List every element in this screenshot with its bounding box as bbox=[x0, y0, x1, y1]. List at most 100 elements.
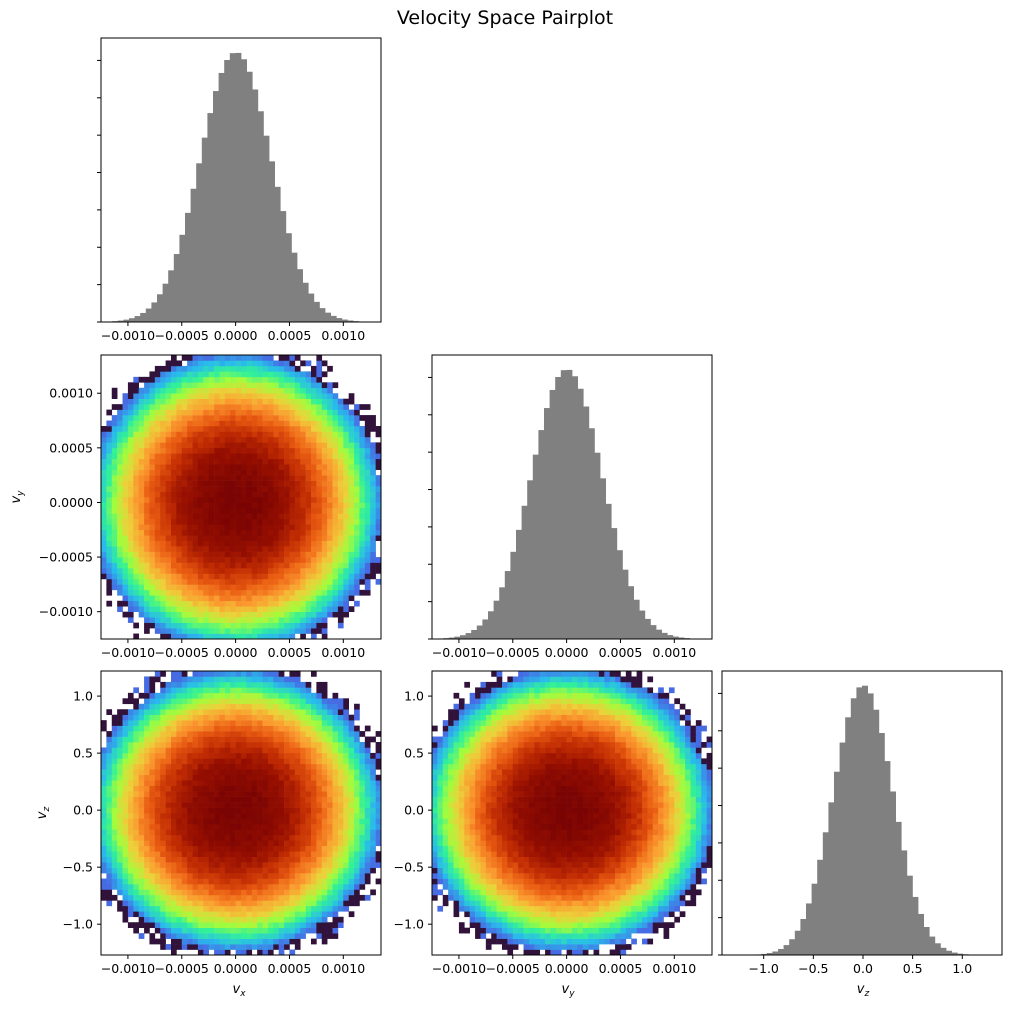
heatmap-vx-vy-cell bbox=[235, 431, 242, 438]
heatmap-vx-vz-cell bbox=[224, 851, 231, 857]
heatmap-vx-vy-cell bbox=[181, 595, 188, 602]
heatmap-vx-vz-cell bbox=[257, 714, 263, 721]
heatmap-vx-vy-cell bbox=[138, 387, 145, 394]
heatmap-vx-vy-cell bbox=[251, 420, 258, 427]
heatmap-vx-vz-cell bbox=[241, 698, 247, 705]
heatmap-vx-vz-cell bbox=[219, 884, 226, 890]
heatmap-vx-vz-cell bbox=[192, 687, 199, 694]
heatmap-vx-vz-cell bbox=[294, 742, 301, 748]
heatmap-vx-vy-cell bbox=[117, 442, 123, 449]
heatmap-vx-vy-cell bbox=[321, 611, 328, 618]
heatmap-vx-vz-cell bbox=[144, 752, 150, 759]
heatmap-vx-vz-cell bbox=[219, 851, 226, 857]
heatmap-vx-vz-cell bbox=[138, 725, 145, 732]
heatmap-vx-vy-cell bbox=[160, 398, 166, 405]
heatmap-vx-vz-cell bbox=[192, 731, 199, 737]
heatmap-vx-vy-cell bbox=[197, 562, 204, 569]
heatmap-vx-vy-cell bbox=[337, 497, 344, 503]
heatmap-vx-vy-cell bbox=[294, 513, 301, 520]
heatmap-vx-vy-cell bbox=[214, 475, 220, 481]
hist-vy-bar bbox=[572, 376, 578, 639]
heatmap-vx-vz-cell bbox=[176, 933, 183, 939]
heatmap-vx-vz-cell bbox=[257, 851, 263, 857]
heatmap-vx-vy-cell bbox=[348, 436, 355, 443]
heatmap-vx-vy-cell bbox=[246, 382, 253, 389]
heatmap-vx-vz-cell bbox=[176, 692, 183, 699]
heatmap-vx-vy-cell bbox=[321, 393, 328, 399]
heatmap-vx-vy-cell bbox=[332, 393, 339, 399]
heatmap-vx-vz-cell bbox=[149, 916, 156, 923]
heatmap-vx-vy-cell bbox=[241, 426, 247, 432]
heatmap-vx-vz-cell bbox=[300, 802, 306, 808]
heatmap-vx-vz-cell bbox=[278, 676, 285, 683]
heatmap-vx-vz-cell bbox=[230, 829, 236, 836]
heatmap-vx-vz-cell bbox=[294, 813, 301, 819]
heatmap-vx-vy-cell bbox=[203, 420, 209, 427]
heatmap-vx-vy-cell bbox=[370, 480, 376, 487]
heatmap-vx-vy-cell bbox=[273, 436, 279, 443]
heatmap-vx-vy-cell bbox=[241, 420, 247, 427]
heatmap-vx-vz-cell bbox=[300, 829, 306, 836]
heatmap-vx-vz-cell bbox=[154, 791, 161, 797]
heatmap-vx-vy-cell bbox=[165, 453, 172, 460]
heatmap-vx-vy-cell bbox=[284, 464, 290, 470]
heatmap-vx-vz-cell bbox=[160, 703, 166, 710]
heatmap-vx-vz-cell bbox=[127, 818, 134, 825]
heatmap-vx-vz-cell bbox=[203, 829, 209, 836]
heatmap-vx-vy-cell bbox=[251, 453, 258, 460]
heatmap-vx-vy-cell bbox=[203, 584, 209, 591]
heatmap-vx-vy-cell bbox=[327, 469, 333, 476]
heatmap-vx-vz-cell bbox=[192, 938, 199, 945]
heatmap-vx-vz-cell bbox=[337, 747, 344, 754]
heatmap-vx-vy-cell bbox=[203, 507, 209, 514]
heatmap-vx-vy-cell bbox=[133, 578, 139, 585]
heatmap-vx-vz-cell bbox=[192, 884, 199, 890]
heatmap-vx-vz-cell bbox=[133, 856, 139, 863]
heatmap-vx-vz-cell bbox=[348, 796, 355, 803]
heatmap-vx-vz-cell bbox=[106, 840, 113, 847]
heatmap-vx-vz-cell bbox=[273, 916, 279, 923]
heatmap-vx-vy-cell bbox=[117, 409, 123, 416]
heatmap-vx-vz-cell bbox=[246, 714, 253, 721]
heatmap-vx-vz-cell bbox=[117, 731, 123, 737]
heatmap-vx-vz-cell bbox=[289, 856, 296, 863]
heatmap-vx-vz-cell bbox=[332, 818, 339, 825]
heatmap-vx-vz-cell bbox=[171, 687, 177, 694]
heatmap-vx-vy-cell bbox=[187, 529, 193, 536]
heatmap-vx-vz-cell bbox=[171, 703, 177, 710]
heatmap-vx-vz-cell bbox=[144, 807, 150, 814]
heatmap-vx-vz-cell bbox=[327, 725, 333, 732]
heatmap-vx-vy-cell bbox=[214, 518, 220, 525]
heatmap-vx-vz-cell bbox=[208, 807, 215, 814]
hist-vy-bar bbox=[661, 632, 668, 639]
heatmap-vx-vy-cell bbox=[321, 409, 328, 416]
heatmap-vx-vy-cell bbox=[219, 404, 226, 410]
heatmap-vx-vz-cell bbox=[343, 769, 349, 776]
heatmap-vx-vz-cell bbox=[246, 834, 253, 841]
hist-vx-bar bbox=[229, 53, 236, 322]
heatmap-vx-vy-cell bbox=[192, 595, 199, 602]
heatmap-vx-vz-cell bbox=[181, 714, 188, 721]
heatmap-vx-vz-cell bbox=[138, 818, 145, 825]
heatmap-vx-vy-cell bbox=[165, 426, 172, 432]
heatmap-vx-vz-cell bbox=[267, 900, 274, 907]
heatmap-vx-vz-cell bbox=[111, 796, 118, 803]
heatmap-vx-vy-xtick-label: 0.0010 bbox=[321, 645, 365, 660]
heatmap-vx-vz-cell bbox=[181, 758, 188, 765]
heatmap-vx-vz-cell bbox=[354, 780, 360, 786]
heatmap-vx-vy-cell bbox=[278, 617, 285, 623]
heatmap-vx-vy-cell bbox=[246, 447, 253, 454]
heatmap-vx-vz-cell bbox=[284, 834, 290, 841]
heatmap-vx-vz-cell bbox=[192, 900, 199, 907]
heatmap-vx-vz-cell bbox=[311, 725, 317, 732]
heatmap-vx-vy-cell bbox=[343, 600, 349, 607]
heatmap-vx-vy-cell bbox=[311, 398, 317, 405]
heatmap-vx-vy-cell bbox=[144, 387, 150, 394]
heatmap-vx-vz-cell bbox=[246, 671, 253, 677]
heatmap-vx-vy-cell bbox=[133, 502, 139, 509]
heatmap-vx-vy-cell bbox=[246, 453, 253, 460]
heatmap-vx-vy-cell bbox=[251, 562, 258, 569]
heatmap-vx-vy-cell bbox=[273, 518, 279, 525]
heatmap-vx-vz-cell bbox=[273, 769, 279, 776]
heatmap-vx-vy-cell bbox=[343, 557, 349, 563]
